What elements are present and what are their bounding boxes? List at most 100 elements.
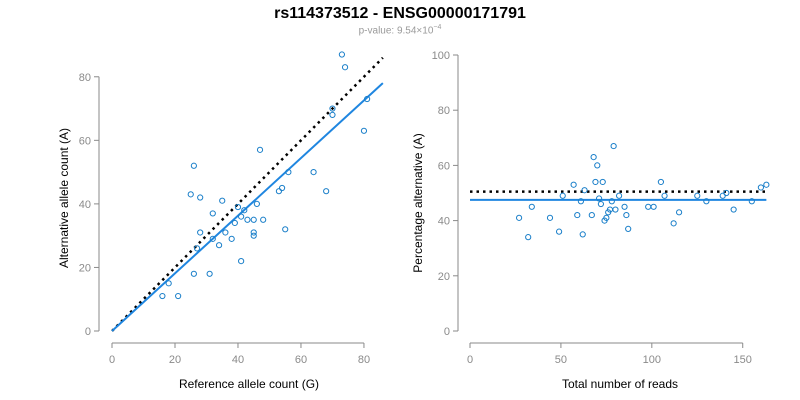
data-point <box>329 105 336 112</box>
y-tick-label: 40 <box>79 199 91 211</box>
y-tick-label: 100 <box>432 50 450 62</box>
p-value-subtitle: p-value: 9.54×10−4 <box>0 24 800 36</box>
y-tick-label: 20 <box>438 271 450 283</box>
data-point <box>256 146 264 153</box>
data-point <box>525 234 532 241</box>
y-tick-label: 80 <box>438 105 450 117</box>
data-point <box>615 192 623 199</box>
x-tick-label: 50 <box>555 354 567 366</box>
data-point <box>190 270 197 277</box>
data-point <box>215 242 223 249</box>
data-point <box>250 232 257 239</box>
data-point <box>206 270 213 277</box>
data-point <box>329 111 336 119</box>
data-point <box>175 292 182 300</box>
right-scatter-panel: 0 50 100 150 0 20 40 60 80 100 Total number of rea… <box>411 50 770 391</box>
x-tick-label: 150 <box>734 354 752 366</box>
y-tick-label: 60 <box>438 160 450 172</box>
data-point <box>219 197 226 204</box>
y-tick-label: 0 <box>444 326 450 338</box>
data-point <box>757 184 765 191</box>
y-tick-label: 60 <box>79 135 91 147</box>
data-point <box>625 225 632 232</box>
data-point <box>278 184 286 192</box>
data-point <box>546 214 554 221</box>
data-point <box>577 198 585 205</box>
data-point <box>703 198 710 205</box>
data-point <box>594 162 601 169</box>
data-point <box>187 191 194 198</box>
data-point <box>338 51 346 58</box>
y-axis-title: Percentage alternative (A) <box>411 133 425 272</box>
data-point <box>165 280 172 287</box>
data-point <box>574 211 581 219</box>
y-tick-label: 40 <box>438 216 450 228</box>
data-point <box>238 257 245 265</box>
data-point <box>222 229 229 236</box>
regression-line <box>111 82 384 332</box>
data-point <box>228 235 235 242</box>
data-point <box>719 192 726 199</box>
data-point <box>590 154 597 161</box>
data-point <box>253 200 260 207</box>
x-tick-label: 0 <box>109 354 115 366</box>
left-scatter-panel: 0 20 40 60 80 0 20 40 60 80 Reference allele count… <box>57 51 384 391</box>
data-point <box>595 195 603 202</box>
data-point <box>341 64 349 71</box>
data-point <box>579 231 586 238</box>
data-point <box>763 181 770 188</box>
data-point <box>612 206 619 213</box>
data-point <box>645 203 652 210</box>
x-tick-label: 80 <box>358 354 370 366</box>
data-point <box>657 178 665 186</box>
data-point <box>238 213 245 220</box>
data-point <box>231 219 238 227</box>
data-point <box>310 169 317 176</box>
data-point <box>748 198 755 205</box>
x-axis-title: Total number of reads <box>562 377 678 391</box>
data-point <box>234 203 242 211</box>
data-point <box>592 178 599 186</box>
data-point <box>193 245 201 252</box>
data-point <box>244 216 251 223</box>
x-tick-label: 0 <box>467 354 473 366</box>
data-point <box>599 178 606 186</box>
data-point <box>197 229 204 236</box>
data-point <box>597 200 605 208</box>
data-point <box>515 214 523 221</box>
chart-title: rs114373512 - ENSG00000171791 <box>274 5 526 22</box>
data-point <box>250 229 257 236</box>
p-value-text: p-value: 9.54×10 <box>358 25 434 37</box>
data-point <box>190 162 197 169</box>
x-tick-label: 40 <box>232 354 244 366</box>
data-point <box>570 181 577 188</box>
data-point <box>260 216 267 223</box>
data-point <box>209 235 216 242</box>
x-axis-title: Reference allele count (G) <box>179 377 319 391</box>
data-point <box>661 192 668 199</box>
data-point <box>250 216 257 223</box>
data-point <box>610 142 617 150</box>
x-tick-label: 60 <box>295 354 307 366</box>
data-point <box>608 198 615 205</box>
data-point <box>730 206 737 213</box>
data-point <box>581 187 588 194</box>
data-point <box>588 211 595 219</box>
data-point <box>209 210 216 217</box>
y-tick-label: 0 <box>85 326 91 338</box>
data-point <box>555 228 563 235</box>
data-point <box>623 211 630 219</box>
data-point <box>282 226 289 233</box>
x-tick-label: 100 <box>643 354 661 366</box>
y-tick-label: 80 <box>79 72 91 84</box>
data-point <box>159 292 166 300</box>
x-tick-label: 20 <box>169 354 181 366</box>
y-axis-title: Alternative allele count (A) <box>57 128 71 268</box>
p-value-exponent: −4 <box>433 24 442 31</box>
data-point <box>670 220 677 227</box>
data-point <box>241 207 248 214</box>
data-point <box>275 188 283 195</box>
data-point <box>723 189 730 197</box>
data-point <box>621 203 628 210</box>
